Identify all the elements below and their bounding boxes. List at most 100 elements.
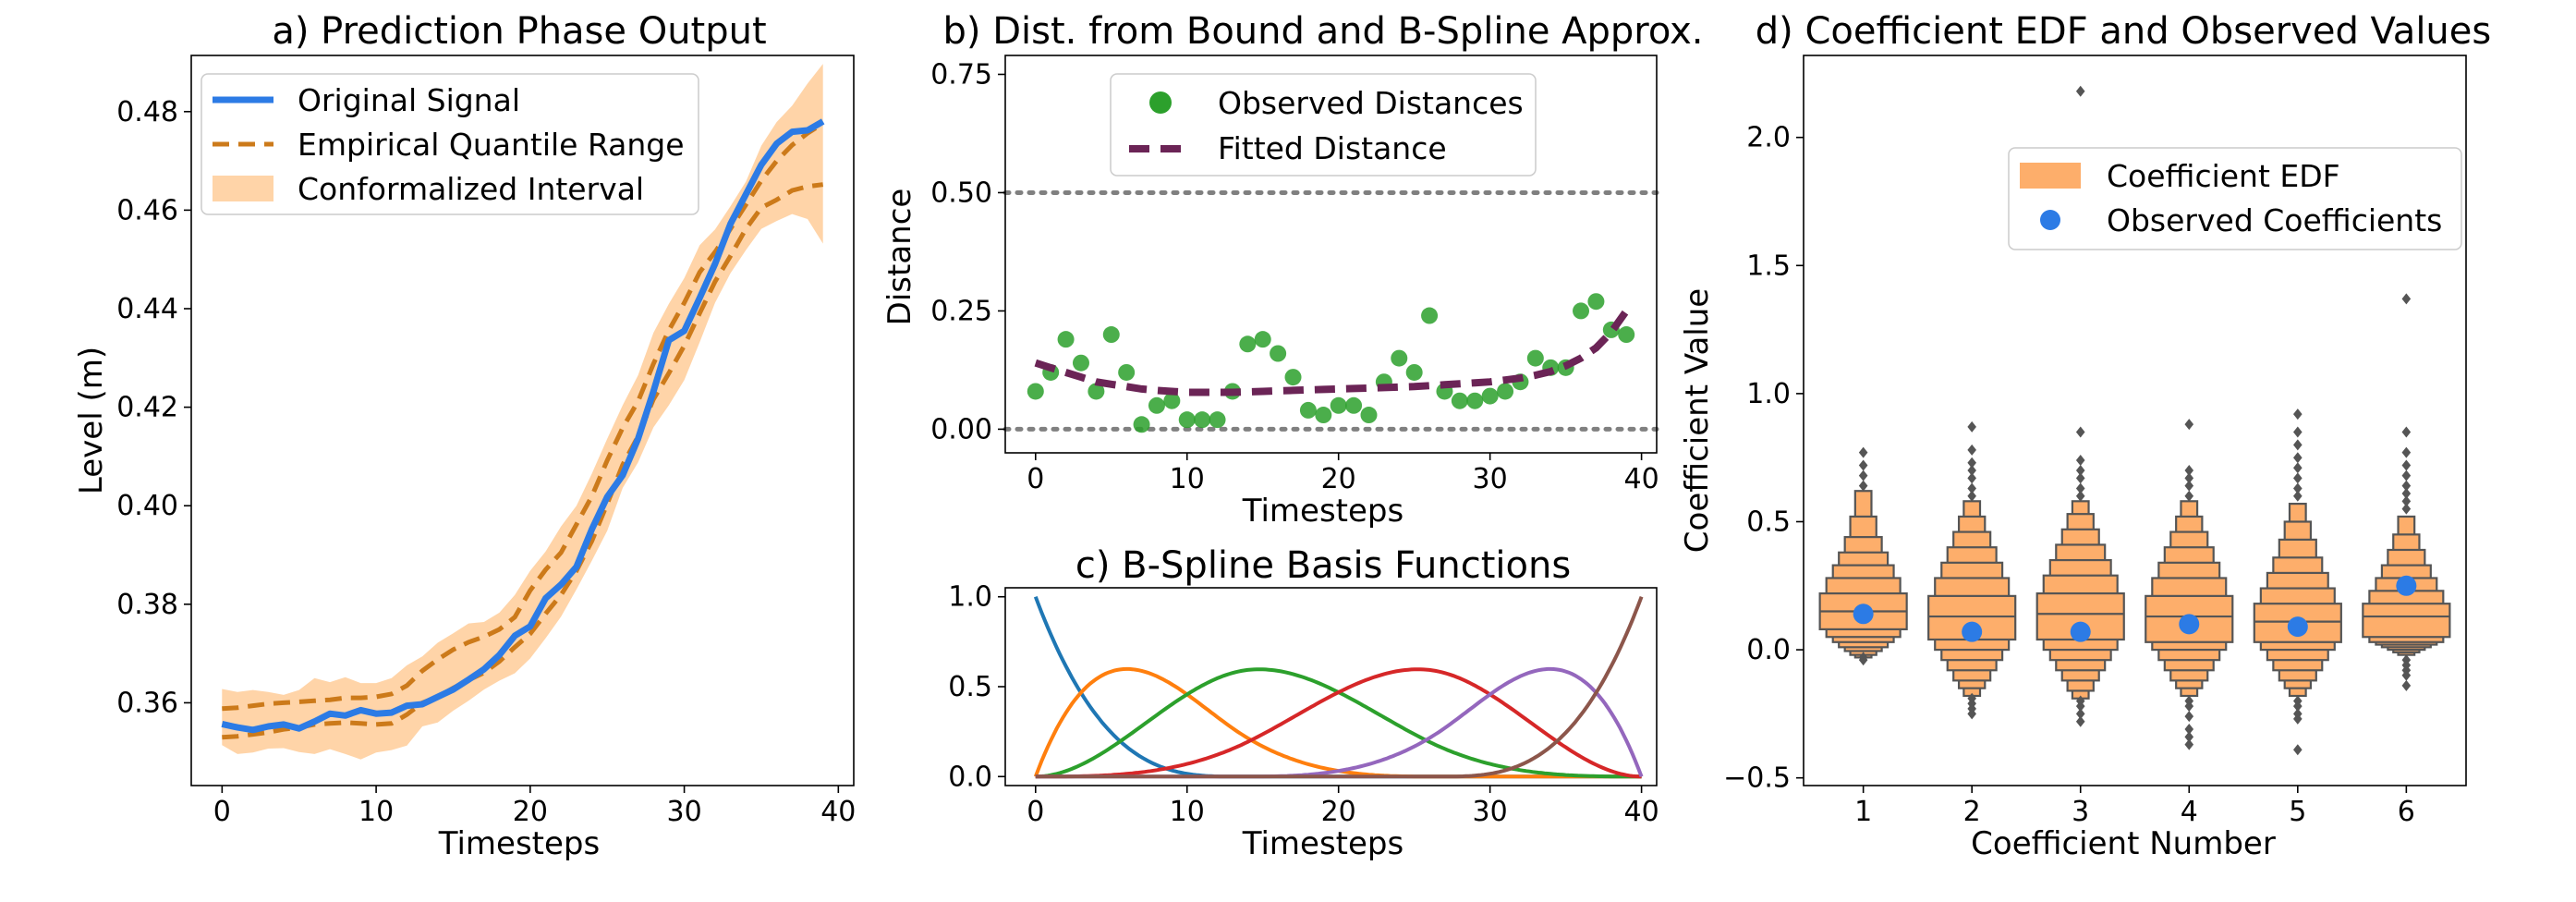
panel-d-ytick-label: 0.5	[1746, 506, 1791, 538]
outlier-marker	[1858, 469, 1868, 481]
panel-a-xtick-label: 0	[213, 796, 231, 828]
outlier-marker	[2293, 701, 2303, 713]
outlier-marker	[2401, 459, 2412, 471]
panel-b-legend: Observed Distances Fitted Distance	[1110, 73, 1537, 177]
legend-label: Coefficient EDF	[2107, 158, 2340, 194]
observed-distance-point	[1587, 293, 1605, 311]
panel-b-distance-bound: b) Dist. from Bound and B-Spline Approx.…	[881, 10, 1703, 530]
panel-c-bspline-basis: c) B-Spline Basis Functions Timesteps 0 1…	[948, 544, 1659, 862]
observed-distance-point	[1405, 363, 1423, 381]
outlier-marker	[2293, 408, 2303, 421]
observed-distance-point	[1118, 363, 1136, 381]
outlier-marker	[1967, 490, 1976, 502]
outlier-marker	[2293, 490, 2303, 502]
panel-c-xtick-label: 10	[1170, 796, 1205, 828]
outlier-marker	[2401, 679, 2412, 691]
panel-d-xtick-label: 5	[2289, 796, 2306, 828]
legend-swatch	[2040, 210, 2060, 230]
panel-c-xlabel: Timesteps	[1242, 825, 1403, 862]
observed-distance-point	[1573, 302, 1590, 320]
panel-a-legend: Original Signal Empirical Quantile Range C…	[200, 73, 699, 215]
observed-distance-point	[1330, 396, 1347, 414]
outlier-marker	[2401, 488, 2412, 499]
observed-distance-point	[1088, 383, 1105, 400]
panel-a-ytick-label: 0.46	[116, 194, 178, 226]
panel-d-xtick-label: 2	[1963, 796, 1981, 828]
outlier-marker	[1967, 444, 1976, 456]
observed-distance-point	[1072, 354, 1089, 372]
panel-d-ytick-label: −0.5	[1723, 762, 1791, 795]
observed-distance-point	[1497, 383, 1514, 400]
panel-b-ytick-label: 0.75	[930, 58, 992, 91]
outlier-marker	[1967, 482, 1976, 494]
observed-distance-point	[1618, 326, 1635, 344]
outlier-marker	[2293, 439, 2303, 451]
outlier-marker	[2293, 713, 2303, 725]
observed-distance-point	[1178, 411, 1196, 429]
panel-d-ytick-label: 1.0	[1746, 378, 1791, 410]
outlier-marker	[2293, 452, 2303, 464]
boxen-group-1	[1818, 446, 1908, 666]
legend-label: Fitted Distance	[1218, 130, 1447, 166]
observed-distance-point	[1209, 411, 1226, 429]
panel-a-ytick-label: 0.36	[116, 687, 178, 719]
observed-coefficient-point	[2396, 575, 2417, 596]
panel-b-title: b) Dist. from Bound and B-Spline Approx.	[943, 10, 1704, 53]
panel-c-ytick-label: 1.0	[948, 581, 992, 614]
observed-distance-point	[1239, 335, 1257, 353]
observed-distance-point	[1421, 307, 1439, 324]
outlier-marker	[2401, 446, 2412, 458]
outlier-marker	[2184, 731, 2194, 743]
panel-c-ytick-label: 0.0	[948, 761, 992, 793]
observed-distance-point	[1270, 345, 1287, 362]
observed-distance-point	[1451, 392, 1468, 409]
panel-b-ytick-label: 0.00	[930, 413, 992, 445]
panel-a-xtick-label: 10	[358, 796, 394, 828]
observed-distance-point	[1027, 383, 1044, 400]
panel-c-xtick-label: 0	[1027, 796, 1044, 828]
legend-box	[1110, 73, 1537, 177]
boxen-group-6	[2362, 293, 2451, 691]
observed-distance-point	[1057, 331, 1075, 348]
outlier-marker	[2184, 724, 2194, 736]
observed-distance-point	[1148, 396, 1165, 414]
panel-c-title: c) B-Spline Basis Functions	[1075, 544, 1571, 587]
boxen-group-5	[2253, 408, 2342, 756]
panel-a-ylabel: Level (m)	[73, 347, 110, 494]
outlier-marker	[2401, 503, 2412, 515]
observed-distance-point	[1391, 349, 1408, 367]
observed-distance-point	[1526, 349, 1544, 367]
legend-label: Observed Distances	[1218, 85, 1524, 121]
basis-function-6-line	[1035, 595, 1644, 779]
panel-b-ytick-label: 0.25	[930, 295, 992, 327]
outlier-marker	[2075, 426, 2085, 438]
panel-d-ylabel: Coefficient Value	[1679, 288, 1716, 553]
panel-d-ytick-label: 0.0	[1746, 634, 1791, 666]
outlier-marker	[2401, 495, 2412, 507]
boxen-level-box	[2362, 603, 2451, 639]
outlier-marker	[2293, 744, 2303, 756]
outlier-marker	[2075, 708, 2085, 720]
panel-c-xtick-label: 20	[1321, 796, 1356, 828]
outlier-marker	[2184, 419, 2194, 431]
outlier-marker	[2184, 472, 2194, 484]
observed-distance-point	[1345, 396, 1363, 414]
outlier-marker	[2075, 490, 2085, 502]
panel-d-ytick-label: 2.0	[1746, 122, 1791, 154]
observed-coefficient-point	[1853, 603, 1874, 625]
panel-d-title: d) Coefficient EDF and Observed Values	[1756, 10, 2491, 53]
panel-a-axes-frame	[190, 55, 855, 786]
panel-d-legend: Coefficient EDF Observed Coefficients	[2008, 147, 2462, 250]
observed-coefficient-point	[2070, 621, 2091, 642]
outlier-marker	[1858, 446, 1868, 458]
observed-coefficient-point	[1962, 621, 1983, 642]
boxen-group-2	[1927, 421, 2017, 720]
legend-label: Empirical Quantile Range	[298, 127, 685, 163]
outlier-marker	[2184, 701, 2194, 713]
observed-distance-point	[1360, 407, 1378, 424]
panel-b-xtick-label: 40	[1624, 463, 1659, 495]
legend-label: Conformalized Interval	[298, 171, 644, 207]
panel-b-xtick-label: 10	[1170, 463, 1205, 495]
panel-a-xtick-label: 30	[666, 796, 701, 828]
panel-c-ytick-label: 0.5	[948, 671, 992, 703]
